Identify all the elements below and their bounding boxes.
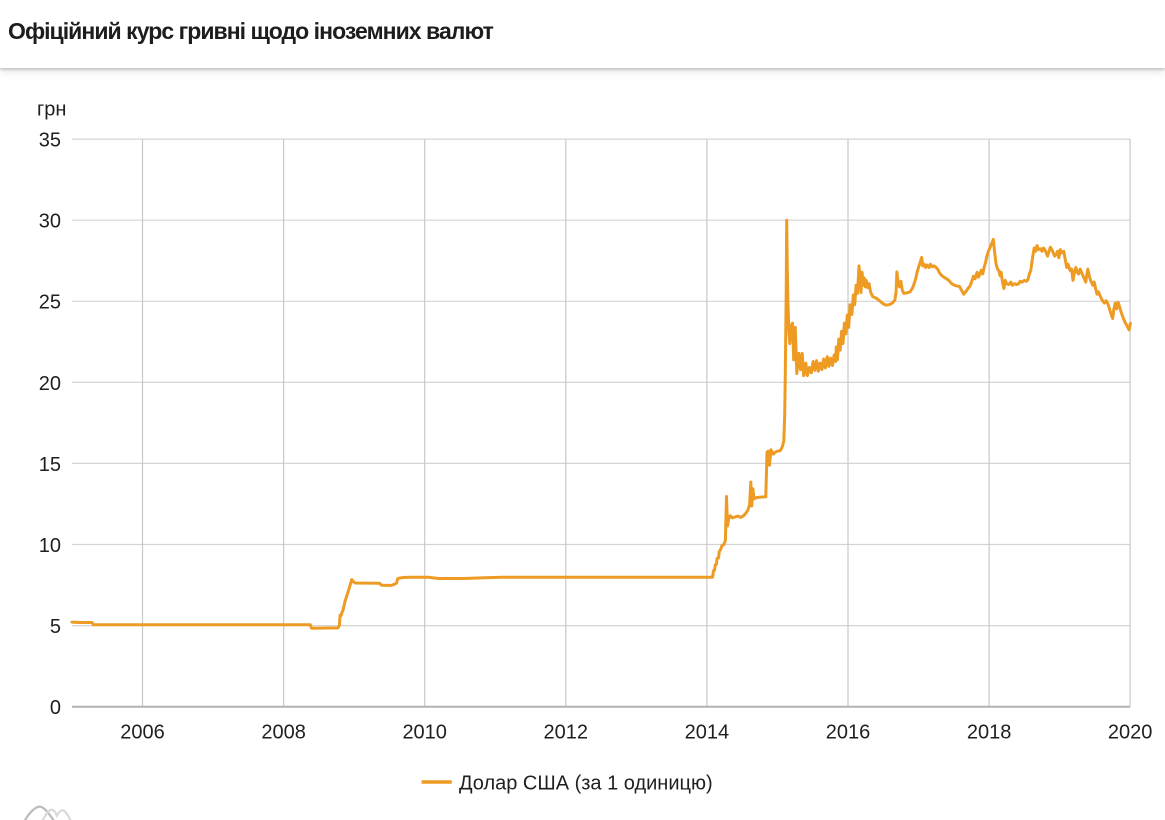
svg-text:2014: 2014: [685, 721, 730, 743]
svg-text:15: 15: [39, 454, 61, 476]
svg-text:0: 0: [50, 697, 61, 719]
svg-text:2006: 2006: [120, 721, 165, 743]
svg-text:Долар США (за 1 одиницю): Долар США (за 1 одиницю): [459, 773, 713, 795]
svg-text:30: 30: [39, 211, 61, 233]
svg-text:грн: грн: [37, 99, 66, 121]
svg-text:2008: 2008: [261, 721, 306, 743]
svg-text:2016: 2016: [826, 721, 871, 743]
svg-text:2020: 2020: [1108, 721, 1153, 743]
svg-text:2018: 2018: [967, 721, 1012, 743]
svg-text:2010: 2010: [402, 721, 447, 743]
svg-text:20: 20: [39, 373, 61, 395]
svg-text:2012: 2012: [544, 721, 589, 743]
svg-text:5: 5: [50, 616, 61, 638]
svg-text:25: 25: [39, 292, 61, 314]
svg-text:35: 35: [39, 130, 61, 152]
svg-text:10: 10: [39, 535, 61, 557]
